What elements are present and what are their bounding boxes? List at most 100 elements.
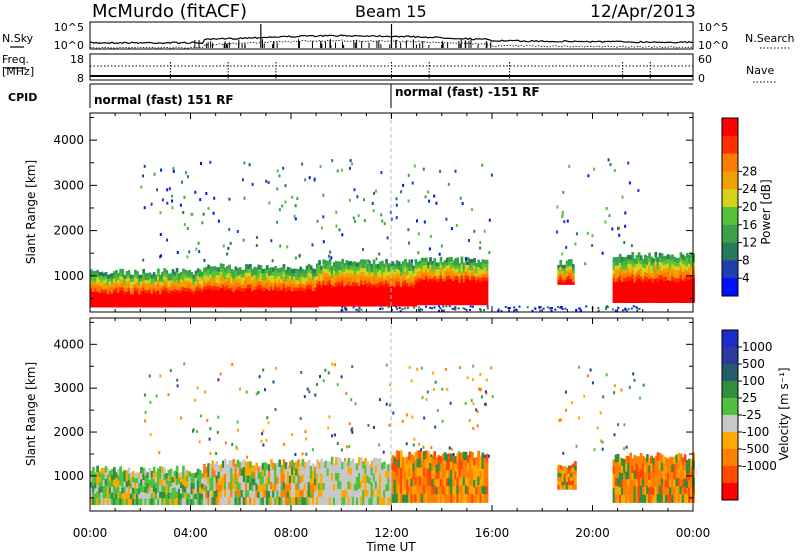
velocity-cell: [452, 478, 455, 488]
power-cell: [435, 201, 438, 205]
power-cell: [418, 309, 421, 312]
power-cell: [652, 282, 656, 303]
power-cell: [635, 271, 639, 277]
velocity-cell: [450, 453, 453, 463]
power-cell: [641, 266, 645, 272]
power-cell: [123, 281, 127, 285]
power-cell: [291, 276, 294, 281]
power-cell: [566, 219, 569, 223]
power-cell: [469, 265, 472, 270]
power-cell: [146, 283, 150, 287]
velocity-cell: [623, 466, 626, 475]
power-cell: [249, 275, 252, 281]
power-cell: [557, 281, 560, 285]
velocity-cell: [629, 485, 632, 495]
velocity-cell: [374, 481, 378, 490]
velocity-cell: [633, 486, 637, 495]
power-cell: [131, 293, 135, 308]
power-cell: [483, 273, 487, 278]
power-cell: [485, 266, 489, 271]
power-cell: [458, 266, 462, 271]
power-cell: [226, 288, 229, 308]
power-cell: [481, 163, 484, 167]
power-cell: [412, 269, 416, 274]
velocity-cell: [291, 482, 294, 491]
power-cell: [662, 268, 666, 274]
velocity-cell: [381, 469, 384, 478]
velocity-cell: [376, 496, 380, 505]
velocity-cell: [127, 498, 131, 505]
velocity-cell: [98, 476, 102, 483]
power-cell: [201, 292, 204, 308]
velocity-cell: [433, 493, 437, 503]
velocity-cell: [90, 487, 93, 494]
velocity-cell: [413, 437, 416, 441]
power-cell: [410, 270, 413, 275]
power-cell: [110, 286, 114, 291]
power-cell: [688, 258, 691, 264]
velocity-cell: [559, 465, 563, 470]
power-cell: [614, 309, 617, 312]
velocity-cell: [477, 485, 480, 495]
velocity-cell: [688, 473, 691, 482]
power-cell: [244, 287, 248, 308]
power-cell: [513, 309, 516, 312]
colorbar-swatch: [722, 381, 738, 399]
velocity-cell: [272, 476, 275, 485]
velocity-cell: [414, 477, 418, 487]
velocity-cell: [646, 486, 649, 495]
velocity-cell: [381, 490, 384, 499]
power-cell: [228, 272, 231, 277]
power-cell: [404, 279, 407, 285]
power-cell: [414, 267, 418, 273]
velocity-cell: [376, 473, 380, 482]
velocity-cell: [664, 457, 668, 466]
power-cell: [138, 284, 141, 289]
power-cell: [276, 187, 279, 191]
power-cell: [454, 308, 457, 311]
velocity-cell: [106, 474, 110, 482]
velocity-cell: [648, 457, 651, 466]
power-cell: [113, 281, 116, 286]
power-cell: [180, 281, 183, 286]
colorbar-swatch: [722, 278, 738, 297]
velocity-cell: [408, 468, 411, 478]
power-cell: [387, 267, 390, 272]
velocity-cell: [368, 464, 372, 472]
power-cell: [677, 277, 681, 283]
power-cell: [117, 279, 120, 284]
power-cell: [404, 307, 407, 310]
power-cell: [673, 273, 676, 278]
velocity-cell: [345, 497, 349, 505]
power-cell: [278, 208, 281, 212]
power-cell: [376, 275, 380, 280]
power-cell: [433, 272, 437, 277]
power-cell: [328, 254, 331, 258]
velocity-cell: [184, 468, 187, 476]
power-cell: [379, 308, 382, 310]
power-cell: [291, 279, 294, 284]
velocity-cell: [385, 464, 388, 472]
power-cell: [335, 263, 338, 268]
velocity-cell: [662, 471, 666, 480]
velocity-cell: [115, 477, 118, 484]
velocity-cell: [370, 497, 374, 505]
velocity-cell: [404, 472, 407, 481]
velocity-cell: [473, 457, 476, 466]
velocity-cell: [351, 466, 355, 475]
velocity-cell: [228, 474, 231, 483]
power-cell: [557, 279, 560, 283]
velocity-cell: [328, 415, 331, 419]
power-cell: [443, 260, 447, 265]
power-cell: [337, 281, 340, 286]
velocity-cell: [328, 468, 332, 477]
power-cell: [332, 266, 336, 271]
power-cell: [621, 309, 624, 312]
velocity-cell: [110, 492, 114, 500]
velocity-cell: [232, 474, 236, 483]
power-cell: [458, 275, 462, 280]
velocity-cell: [236, 482, 240, 491]
power-cell: [186, 227, 189, 230]
power-cell: [675, 269, 679, 275]
power-cell: [339, 265, 342, 271]
